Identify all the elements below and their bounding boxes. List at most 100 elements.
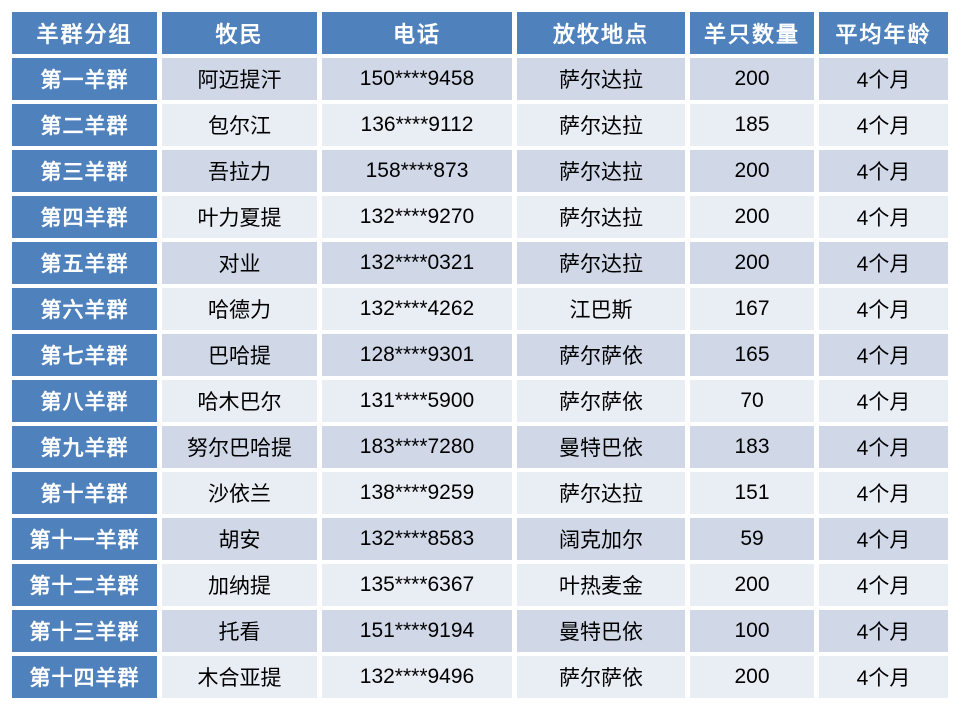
table-row: 第四羊群 叶力夏提 132****9270 萨尔达拉 200 4个月 — [12, 196, 948, 238]
cell-location: 曼特巴依 — [517, 426, 685, 468]
cell-count: 200 — [690, 58, 814, 100]
cell-phone: 132****0321 — [322, 242, 512, 284]
cell-age: 4个月 — [819, 518, 948, 560]
row-header-group: 第十一羊群 — [12, 518, 157, 560]
cell-phone: 135****6367 — [322, 564, 512, 606]
cell-location: 江巴斯 — [517, 288, 685, 330]
cell-count: 167 — [690, 288, 814, 330]
cell-phone: 132****9496 — [322, 656, 512, 698]
cell-age: 4个月 — [819, 58, 948, 100]
cell-age: 4个月 — [819, 472, 948, 514]
cell-herder: 对业 — [162, 242, 317, 284]
header-row: 羊群分组 牧民 电话 放牧地点 羊只数量 平均年龄 — [12, 12, 948, 54]
cell-count: 200 — [690, 150, 814, 192]
row-header-group: 第十二羊群 — [12, 564, 157, 606]
cell-count: 200 — [690, 656, 814, 698]
cell-herder: 阿迈提汗 — [162, 58, 317, 100]
cell-location: 叶热麦金 — [517, 564, 685, 606]
table-row: 第七羊群 巴哈提 128****9301 萨尔萨依 165 4个月 — [12, 334, 948, 376]
cell-age: 4个月 — [819, 150, 948, 192]
cell-herder: 托看 — [162, 610, 317, 652]
column-header-group: 羊群分组 — [12, 12, 157, 54]
cell-phone: 132****4262 — [322, 288, 512, 330]
cell-phone: 136****9112 — [322, 104, 512, 146]
cell-phone: 138****9259 — [322, 472, 512, 514]
table-row: 第十一羊群 胡安 132****8583 阔克加尔 59 4个月 — [12, 518, 948, 560]
table-row: 第一羊群 阿迈提汗 150****9458 萨尔达拉 200 4个月 — [12, 58, 948, 100]
row-header-group: 第十羊群 — [12, 472, 157, 514]
cell-location: 萨尔达拉 — [517, 58, 685, 100]
cell-herder: 巴哈提 — [162, 334, 317, 376]
table-row: 第十三羊群 托看 151****9194 曼特巴依 100 4个月 — [12, 610, 948, 652]
cell-phone: 128****9301 — [322, 334, 512, 376]
cell-phone: 158****873 — [322, 150, 512, 192]
cell-herder: 胡安 — [162, 518, 317, 560]
cell-location: 萨尔达拉 — [517, 150, 685, 192]
cell-phone: 132****8583 — [322, 518, 512, 560]
cell-age: 4个月 — [819, 610, 948, 652]
table-row: 第十羊群 沙依兰 138****9259 萨尔达拉 151 4个月 — [12, 472, 948, 514]
column-header-location: 放牧地点 — [517, 12, 685, 54]
row-header-group: 第一羊群 — [12, 58, 157, 100]
cell-age: 4个月 — [819, 656, 948, 698]
cell-age: 4个月 — [819, 104, 948, 146]
row-header-group: 第三羊群 — [12, 150, 157, 192]
table-row: 第九羊群 努尔巴哈提 183****7280 曼特巴依 183 4个月 — [12, 426, 948, 468]
cell-count: 59 — [690, 518, 814, 560]
row-header-group: 第八羊群 — [12, 380, 157, 422]
cell-phone: 151****9194 — [322, 610, 512, 652]
cell-location: 萨尔达拉 — [517, 472, 685, 514]
row-header-group: 第十三羊群 — [12, 610, 157, 652]
cell-count: 151 — [690, 472, 814, 514]
cell-age: 4个月 — [819, 288, 948, 330]
row-header-group: 第四羊群 — [12, 196, 157, 238]
table-row: 第二羊群 包尔江 136****9112 萨尔达拉 185 4个月 — [12, 104, 948, 146]
row-header-group: 第五羊群 — [12, 242, 157, 284]
table-body: 第一羊群 阿迈提汗 150****9458 萨尔达拉 200 4个月 第二羊群 包尔江 136*… — [12, 58, 948, 698]
table-row: 第五羊群 对业 132****0321 萨尔达拉 200 4个月 — [12, 242, 948, 284]
cell-location: 阔克加尔 — [517, 518, 685, 560]
cell-herder: 吾拉力 — [162, 150, 317, 192]
cell-phone: 132****9270 — [322, 196, 512, 238]
table-row: 第八羊群 哈木巴尔 131****5900 萨尔萨依 70 4个月 — [12, 380, 948, 422]
cell-herder: 哈德力 — [162, 288, 317, 330]
cell-count: 200 — [690, 242, 814, 284]
row-header-group: 第六羊群 — [12, 288, 157, 330]
table-row: 第三羊群 吾拉力 158****873 萨尔达拉 200 4个月 — [12, 150, 948, 192]
cell-herder: 哈木巴尔 — [162, 380, 317, 422]
cell-location: 萨尔萨依 — [517, 656, 685, 698]
cell-phone: 131****5900 — [322, 380, 512, 422]
cell-age: 4个月 — [819, 334, 948, 376]
cell-location: 萨尔达拉 — [517, 104, 685, 146]
row-header-group: 第十四羊群 — [12, 656, 157, 698]
cell-location: 萨尔萨依 — [517, 380, 685, 422]
column-header-phone: 电话 — [322, 12, 512, 54]
cell-age: 4个月 — [819, 196, 948, 238]
cell-age: 4个月 — [819, 380, 948, 422]
cell-count: 70 — [690, 380, 814, 422]
column-header-count: 羊只数量 — [690, 12, 814, 54]
cell-age: 4个月 — [819, 242, 948, 284]
cell-age: 4个月 — [819, 426, 948, 468]
cell-herder: 木合亚提 — [162, 656, 317, 698]
cell-location: 萨尔达拉 — [517, 196, 685, 238]
cell-herder: 包尔江 — [162, 104, 317, 146]
cell-age: 4个月 — [819, 564, 948, 606]
row-header-group: 第七羊群 — [12, 334, 157, 376]
cell-herder: 加纳提 — [162, 564, 317, 606]
row-header-group: 第二羊群 — [12, 104, 157, 146]
cell-count: 183 — [690, 426, 814, 468]
cell-count: 185 — [690, 104, 814, 146]
cell-phone: 183****7280 — [322, 426, 512, 468]
cell-phone: 150****9458 — [322, 58, 512, 100]
column-header-herder: 牧民 — [162, 12, 317, 54]
cell-herder: 沙依兰 — [162, 472, 317, 514]
sheep-groups-table: 羊群分组 牧民 电话 放牧地点 羊只数量 平均年龄 第一羊群 阿迈提汗 150****9458… — [7, 8, 953, 702]
cell-location: 曼特巴依 — [517, 610, 685, 652]
cell-count: 200 — [690, 564, 814, 606]
cell-location: 萨尔萨依 — [517, 334, 685, 376]
cell-location: 萨尔达拉 — [517, 242, 685, 284]
cell-herder: 努尔巴哈提 — [162, 426, 317, 468]
column-header-age: 平均年龄 — [819, 12, 948, 54]
